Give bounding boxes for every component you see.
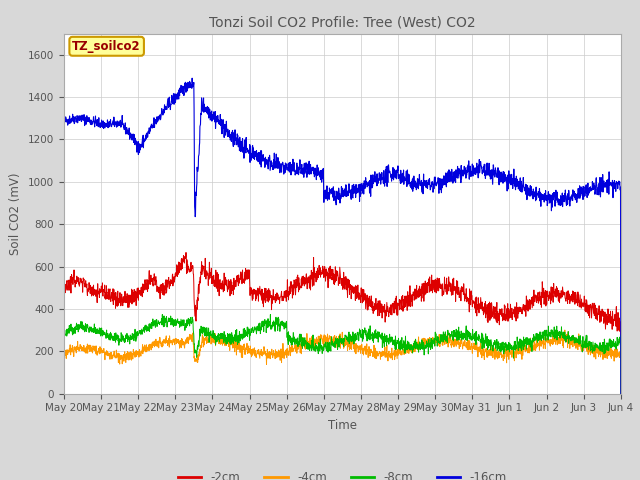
-2cm bbox=[601, 313, 609, 319]
-4cm bbox=[316, 338, 324, 344]
-8cm bbox=[316, 336, 324, 342]
-2cm bbox=[316, 265, 324, 271]
-8cm bbox=[601, 345, 609, 350]
-4cm bbox=[499, 353, 506, 359]
-8cm bbox=[331, 345, 339, 350]
-16cm bbox=[601, 181, 609, 187]
-8cm bbox=[601, 339, 609, 345]
-16cm bbox=[88, 119, 96, 125]
-4cm bbox=[88, 350, 96, 356]
X-axis label: Time: Time bbox=[328, 419, 357, 432]
Line: -16cm: -16cm bbox=[64, 78, 621, 394]
Line: -2cm: -2cm bbox=[64, 252, 621, 394]
-8cm bbox=[60, 334, 68, 339]
-2cm bbox=[617, 391, 625, 396]
-8cm bbox=[88, 328, 96, 334]
-4cm bbox=[561, 327, 569, 333]
-16cm bbox=[316, 168, 324, 174]
-8cm bbox=[499, 346, 506, 352]
-8cm bbox=[617, 391, 625, 396]
-2cm bbox=[182, 250, 190, 255]
-4cm bbox=[60, 345, 68, 351]
-4cm bbox=[601, 354, 609, 360]
-2cm bbox=[88, 291, 96, 297]
Line: -4cm: -4cm bbox=[64, 330, 621, 394]
-4cm bbox=[617, 391, 625, 396]
-16cm bbox=[60, 117, 68, 123]
Legend: -2cm, -4cm, -8cm, -16cm: -2cm, -4cm, -8cm, -16cm bbox=[173, 466, 512, 480]
-16cm bbox=[601, 184, 609, 190]
-2cm bbox=[60, 287, 68, 292]
-2cm bbox=[331, 279, 339, 285]
-2cm bbox=[499, 318, 506, 324]
Y-axis label: Soil CO2 (mV): Soil CO2 (mV) bbox=[10, 172, 22, 255]
Line: -8cm: -8cm bbox=[64, 314, 621, 394]
-4cm bbox=[331, 333, 339, 338]
Title: Tonzi Soil CO2 Profile: Tree (West) CO2: Tonzi Soil CO2 Profile: Tree (West) CO2 bbox=[209, 16, 476, 30]
-16cm bbox=[617, 391, 625, 396]
-4cm bbox=[601, 343, 609, 348]
-16cm bbox=[331, 194, 339, 200]
Text: TZ_soilco2: TZ_soilco2 bbox=[72, 40, 141, 53]
-2cm bbox=[601, 309, 609, 315]
-16cm bbox=[188, 75, 196, 81]
-16cm bbox=[499, 173, 506, 179]
-8cm bbox=[159, 312, 166, 317]
